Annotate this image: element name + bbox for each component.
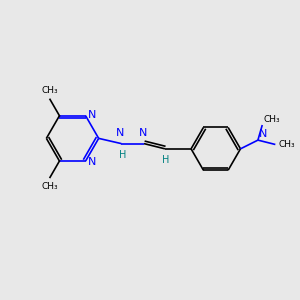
Text: CH₃: CH₃ [278, 140, 295, 149]
Text: CH₃: CH₃ [264, 115, 280, 124]
Text: CH₃: CH₃ [42, 182, 58, 191]
Text: N: N [139, 128, 147, 138]
Text: N: N [88, 157, 96, 166]
Text: H: H [118, 150, 126, 160]
Text: N: N [88, 110, 96, 120]
Text: N: N [260, 129, 268, 139]
Text: H: H [162, 155, 170, 165]
Text: CH₃: CH₃ [42, 86, 58, 95]
Text: N: N [116, 128, 125, 138]
